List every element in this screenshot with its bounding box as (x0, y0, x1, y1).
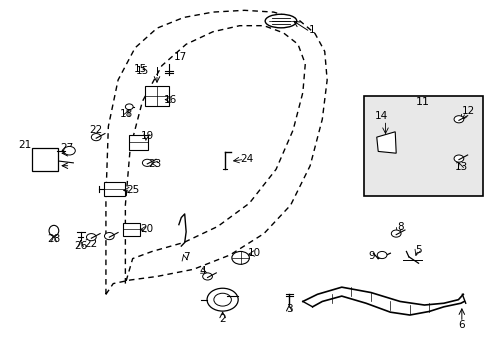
Text: 1: 1 (308, 25, 315, 35)
Bar (104, 182, 124, 196)
Bar (128, 135, 148, 150)
Text: 15: 15 (134, 64, 147, 74)
Bar (31, 148, 58, 171)
Circle shape (142, 159, 152, 166)
Text: 18: 18 (120, 109, 133, 119)
Text: 3: 3 (285, 304, 292, 314)
Circle shape (231, 251, 249, 264)
Text: 23: 23 (148, 159, 162, 169)
Circle shape (104, 233, 114, 240)
Circle shape (376, 251, 386, 258)
Ellipse shape (264, 14, 296, 28)
Text: 7: 7 (183, 252, 189, 262)
Circle shape (390, 230, 400, 237)
Text: 22: 22 (89, 125, 102, 135)
Text: 17: 17 (173, 52, 186, 62)
Text: 28: 28 (47, 234, 61, 244)
Circle shape (453, 116, 463, 123)
Circle shape (86, 234, 96, 241)
Text: 13: 13 (454, 162, 467, 172)
Text: 11: 11 (415, 98, 429, 108)
Circle shape (125, 104, 133, 110)
Bar (363, 96, 482, 196)
Text: 20: 20 (141, 224, 154, 234)
Text: 8: 8 (396, 222, 403, 232)
Circle shape (213, 293, 231, 306)
Text: 25: 25 (126, 185, 139, 195)
Text: 21: 21 (18, 140, 31, 150)
Text: 6: 6 (458, 320, 464, 330)
Text: 14: 14 (374, 111, 387, 121)
Circle shape (202, 273, 212, 280)
Polygon shape (376, 132, 395, 153)
Text: 4: 4 (200, 266, 206, 276)
Circle shape (453, 155, 463, 162)
Text: 27: 27 (61, 143, 74, 153)
Text: 5: 5 (414, 245, 421, 255)
Bar (144, 86, 169, 106)
Text: 2: 2 (219, 314, 225, 324)
Circle shape (206, 288, 238, 311)
Text: 10: 10 (247, 248, 260, 257)
Ellipse shape (49, 225, 59, 236)
Text: 19: 19 (141, 131, 154, 141)
Text: 12: 12 (461, 106, 474, 116)
Text: 24: 24 (240, 154, 253, 163)
Bar (122, 223, 140, 236)
Circle shape (91, 134, 101, 141)
Circle shape (63, 147, 75, 155)
Text: 16: 16 (163, 95, 177, 105)
Text: 9: 9 (368, 251, 374, 261)
Text: 26: 26 (74, 241, 87, 251)
Text: 15: 15 (136, 66, 149, 76)
Text: 22: 22 (84, 239, 98, 249)
